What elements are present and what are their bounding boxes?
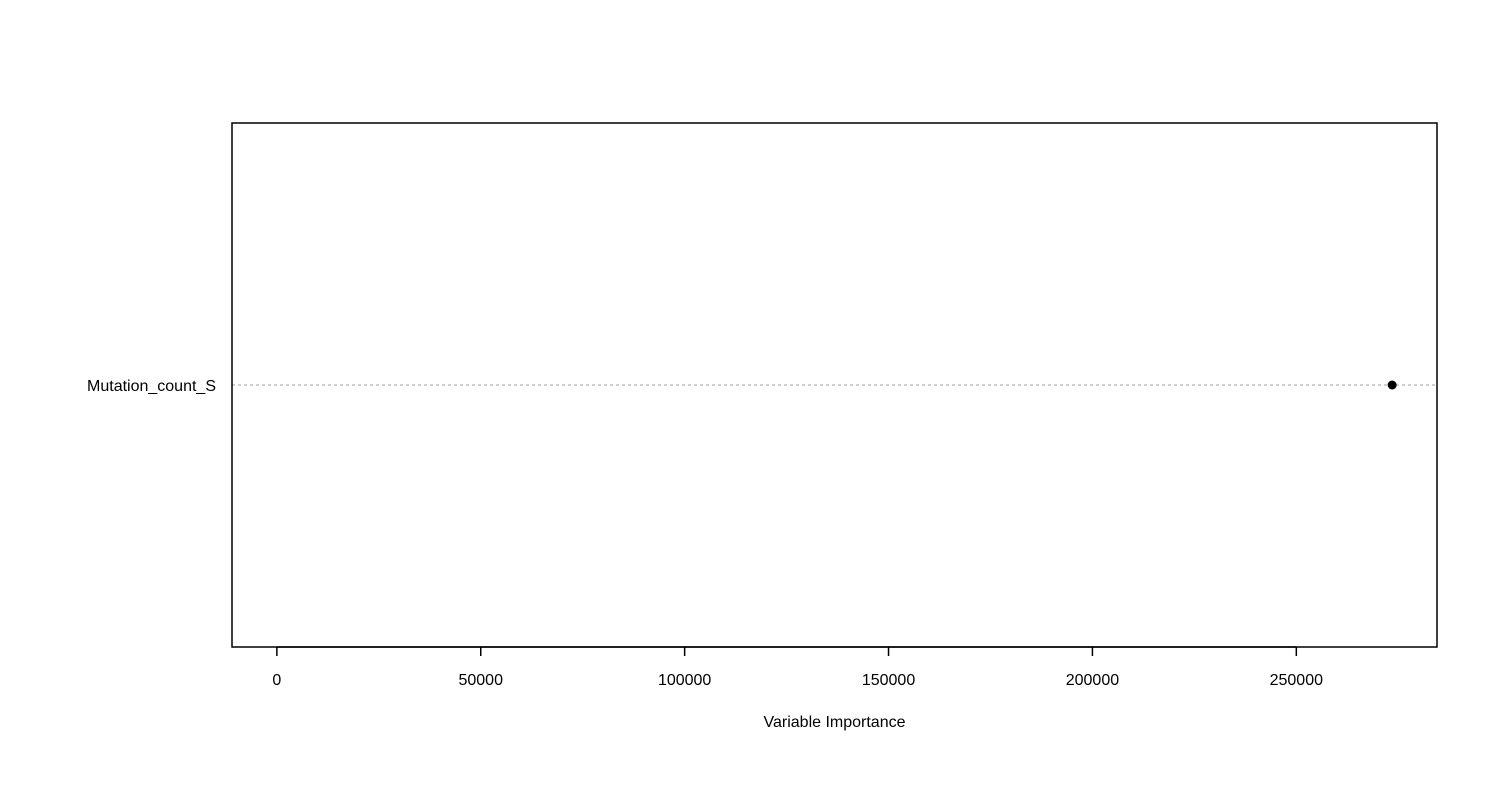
x-tick-label: 0 (272, 672, 281, 689)
x-axis: 0 50000 100000 150000 200000 250000 (272, 646, 1323, 689)
data-point (1387, 380, 1397, 390)
category-label: Mutation_count_S (87, 378, 216, 395)
x-tick-label: 100000 (658, 672, 711, 689)
x-tick-label: 50000 (458, 672, 503, 689)
x-tick-label: 150000 (862, 672, 915, 689)
x-tick-label: 200000 (1066, 672, 1119, 689)
x-tick-label: 250000 (1270, 672, 1323, 689)
data-points (1387, 380, 1397, 390)
x-axis-title: Variable Importance (764, 714, 906, 731)
category-labels: Mutation_count_S (87, 378, 216, 395)
